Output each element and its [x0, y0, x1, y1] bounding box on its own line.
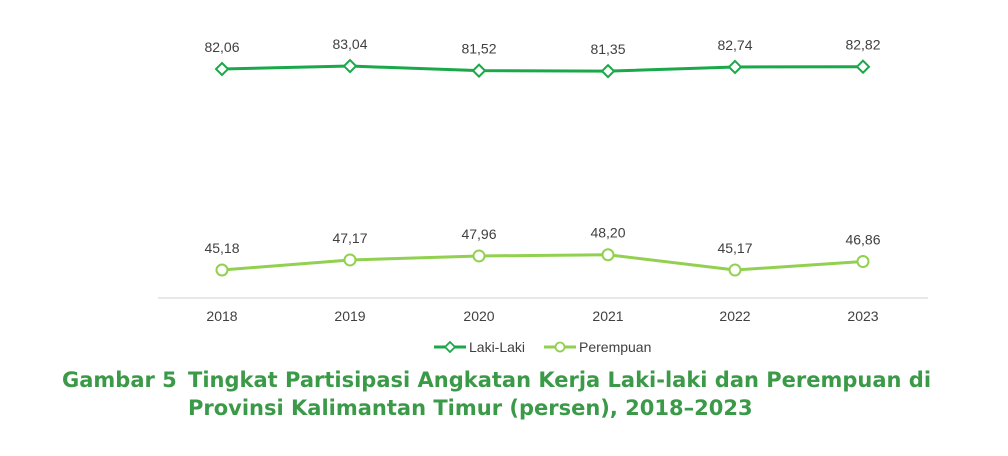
- x-tick-label-2018: 2018: [206, 308, 237, 324]
- x-tick-label-2020: 2020: [463, 308, 494, 324]
- data-point-perempuan-2022: [728, 263, 742, 277]
- x-tick-labels: 2018 2019 2020 2021 2022 2023: [206, 308, 878, 324]
- series-perempuan: 45,18 47,17 47,96 48,20 45,17 46,86: [204, 225, 881, 277]
- data-point-perempuan-2019: [343, 253, 357, 267]
- series-line-perempuan: [221, 253, 864, 272]
- legend-marker: [554, 341, 566, 353]
- data-label-laki-laki-2019: 83,04: [332, 36, 367, 52]
- x-tick-label-2019: 2019: [334, 308, 365, 324]
- data-point-perempuan-2018: [215, 263, 229, 277]
- series-line-laki-laki: [221, 64, 864, 73]
- data-label-laki-laki-2022: 82,74: [717, 37, 752, 53]
- data-point-laki-laki-2020: [471, 63, 487, 79]
- data-point-laki-laki-2022: [727, 59, 743, 75]
- line-chart: 82,06 83,04 81,52 81,35 82,74 82,82 45,18 47,17…: [158, 36, 928, 355]
- legend-marker: [443, 340, 457, 354]
- legend-item-perempuan: Perempuan: [544, 339, 651, 355]
- data-label-laki-laki-2020: 81,52: [461, 41, 496, 57]
- data-label-laki-laki-2021: 81,35: [590, 41, 625, 57]
- data-point-laki-laki-2023: [855, 59, 871, 75]
- data-label-perempuan-2021: 48,20: [590, 225, 625, 241]
- data-point-laki-laki-2019: [342, 58, 358, 74]
- chart-svg: 82,06 83,04 81,52 81,35 82,74 82,82 45,18 47,17…: [158, 36, 928, 355]
- data-label-perempuan-2023: 46,86: [845, 232, 880, 248]
- figure-number: Gambar 5: [62, 368, 177, 392]
- data-label-perempuan-2022: 45,17: [717, 240, 752, 256]
- legend-label-perempuan: Perempuan: [579, 339, 651, 355]
- data-point-perempuan-2023: [856, 255, 870, 269]
- series-layer: 82,06 83,04 81,52 81,35 82,74 82,82 45,18 47,17…: [204, 36, 881, 277]
- legend: Laki-Laki Perempuan: [434, 339, 651, 355]
- data-label-perempuan-2018: 45,18: [204, 240, 239, 256]
- data-point-perempuan-2021: [601, 248, 615, 262]
- legend-item-laki-laki: Laki-Laki: [434, 339, 525, 355]
- data-label-perempuan-2019: 47,17: [332, 230, 367, 246]
- data-point-laki-laki-2018: [214, 61, 230, 77]
- x-tick-label-2023: 2023: [847, 308, 878, 324]
- legend-label-laki-laki: Laki-Laki: [469, 339, 525, 355]
- figure-title: Tingkat Partisipasi Angkatan Kerja Laki-…: [188, 368, 932, 420]
- x-tick-label-2022: 2022: [719, 308, 750, 324]
- data-label-perempuan-2020: 47,96: [461, 226, 496, 242]
- data-label-laki-laki-2018: 82,06: [204, 39, 239, 55]
- data-point-laki-laki-2021: [600, 63, 616, 79]
- series-laki-laki: 82,06 83,04 81,52 81,35 82,74 82,82: [204, 36, 881, 79]
- x-tick-label-2021: 2021: [592, 308, 623, 324]
- data-point-perempuan-2020: [472, 249, 486, 263]
- data-label-laki-laki-2023: 82,82: [845, 37, 880, 53]
